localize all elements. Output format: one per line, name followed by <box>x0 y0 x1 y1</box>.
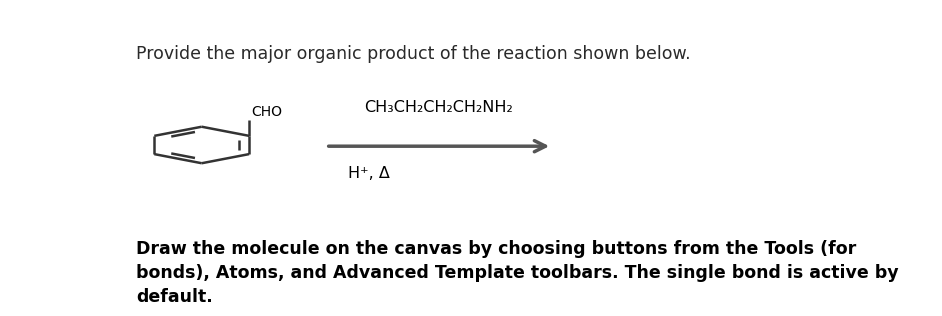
Text: Draw the molecule on the canvas by choosing buttons from the Tools (for
bonds), : Draw the molecule on the canvas by choos… <box>136 240 899 307</box>
Text: CHO: CHO <box>252 105 283 119</box>
Text: Provide the major organic product of the reaction shown below.: Provide the major organic product of the… <box>136 45 690 63</box>
Text: CH₃CH₂CH₂CH₂NH₂: CH₃CH₂CH₂CH₂NH₂ <box>365 100 513 115</box>
Text: H⁺, Δ: H⁺, Δ <box>348 166 390 181</box>
